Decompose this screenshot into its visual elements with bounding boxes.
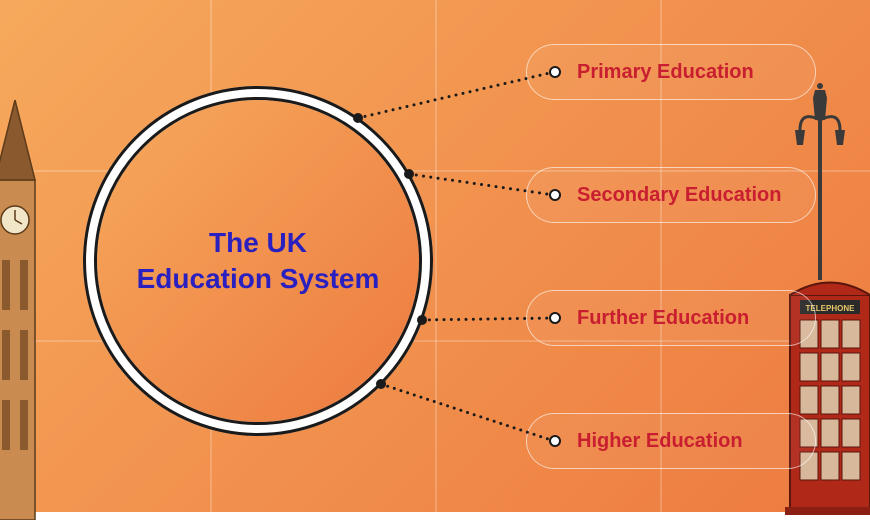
connector-node-1 <box>404 169 414 179</box>
connector-node-0 <box>353 113 363 123</box>
connector-node-2 <box>417 315 427 325</box>
circle-title: The UK Education System <box>137 225 380 298</box>
title-line1: The UK <box>137 225 380 261</box>
title-line2: Education System <box>137 261 380 297</box>
connector-node-3 <box>376 379 386 389</box>
